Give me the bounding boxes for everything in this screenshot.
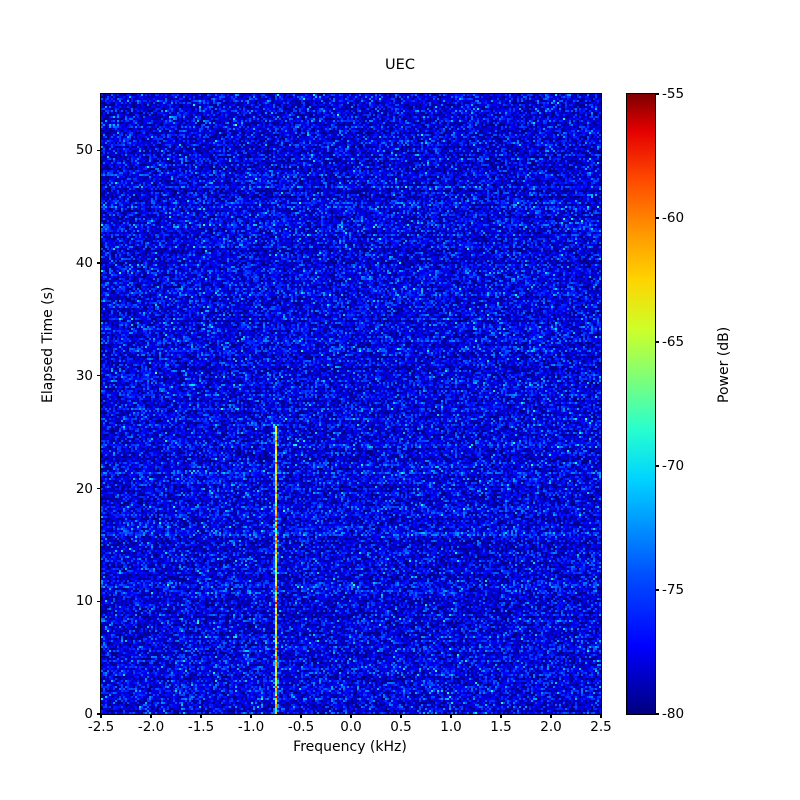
y-tick-label: 20 [75,480,93,497]
colorbar-tick-label: -70 [662,458,685,474]
spectrogram-plot-area [100,93,602,715]
y-tick-label: 30 [75,367,93,384]
colorbar-tick-mark [655,589,659,591]
colorbar-tick-label: -55 [662,86,685,102]
colorbar-tick-mark [655,341,659,343]
x-tick-mark [250,714,252,718]
colorbar-tick-mark [655,217,659,219]
x-tick-mark [400,714,402,718]
x-tick-label: 0.5 [390,719,412,735]
x-tick-mark [300,714,302,718]
x-tick-mark [550,714,552,718]
x-tick-mark [450,714,452,718]
title-line-station: UEC [385,57,415,73]
y-axis-label: Elapsed Time (s) [40,286,56,403]
x-tick-mark [200,714,202,718]
colorbar-tick-label: -60 [662,210,685,226]
x-tick-mark [150,714,152,718]
y-tick-label: 50 [75,142,93,159]
x-axis-label: Frequency (kHz) [293,739,407,755]
x-tick-label: -1.5 [187,719,215,735]
x-tick-mark [500,714,502,718]
y-tick-mark [97,713,101,715]
colorbar-tick-mark [655,93,659,95]
x-tick-label: 2.5 [590,719,612,735]
power-colorbar [626,93,656,715]
x-tick-mark [100,714,102,718]
y-tick-mark [97,375,101,377]
x-tick-label: 1.5 [490,719,512,735]
x-tick-label: 1.0 [440,719,462,735]
y-tick-mark [97,487,101,490]
y-tick-mark [97,149,101,151]
x-tick-label: 2.0 [540,719,562,735]
y-tick-mark [97,262,101,264]
y-tick-label: 40 [75,255,93,272]
colorbar-tick-label: -80 [662,706,685,722]
y-tick-mark [97,600,101,602]
x-tick-label: -1.0 [237,719,265,735]
colorbar-tick-label: -65 [662,334,685,350]
y-tick-label: 10 [75,593,93,610]
colorbar-tick-mark [655,713,659,715]
spectrogram-image [101,94,601,714]
x-tick-mark [600,714,602,718]
colorbar-tick-label: -75 [662,582,685,598]
colorbar-tick-mark [655,465,659,467]
x-tick-label: -2.0 [137,719,165,735]
y-tick-label: 0 [84,706,93,722]
x-tick-label: -2.5 [87,719,115,735]
x-tick-label: -0.5 [287,719,315,735]
x-tick-label: 0.0 [340,719,362,735]
x-tick-mark [350,714,352,718]
colorbar-label: Power (dB) [716,326,732,403]
